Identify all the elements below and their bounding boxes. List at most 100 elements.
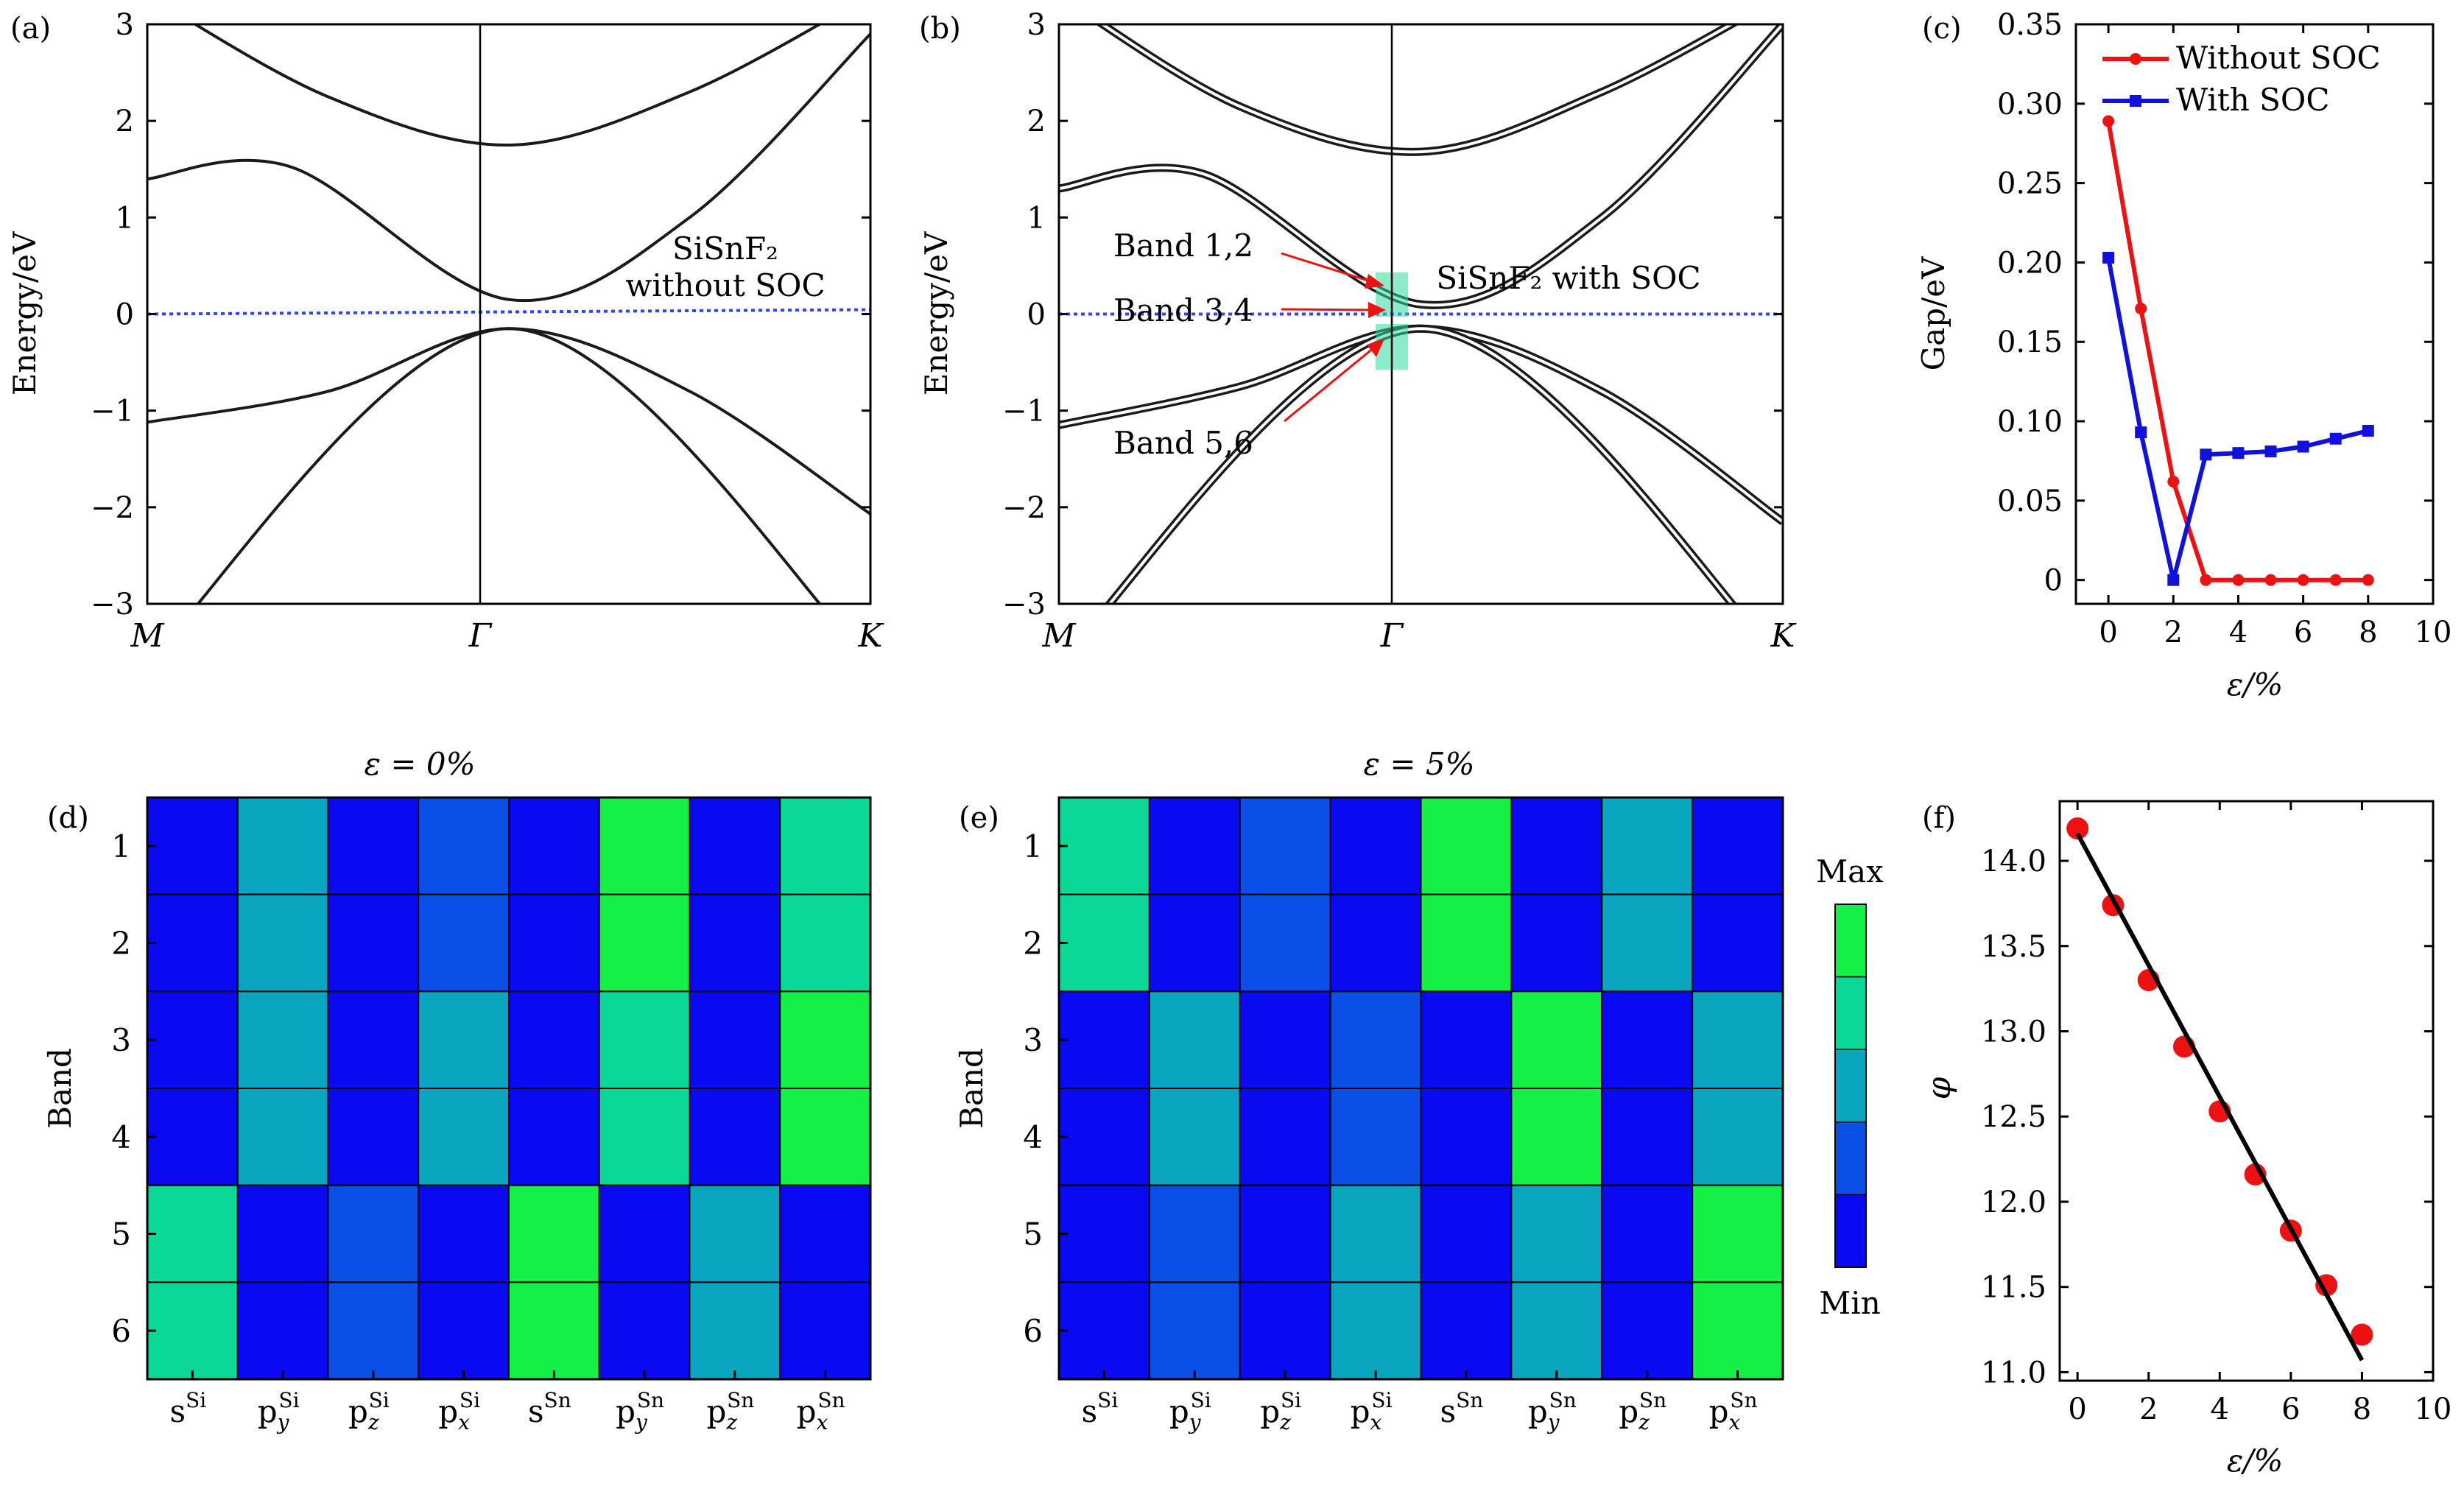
panel-a-label: (a) bbox=[10, 12, 51, 46]
heatmap-cell bbox=[418, 893, 510, 993]
orbital-column-label: pzSi bbox=[348, 1388, 390, 1434]
panel-d-title: ε = 0% bbox=[364, 746, 475, 782]
orbital-column-label: pzSi bbox=[1260, 1388, 1301, 1434]
heatmap-cell bbox=[508, 990, 600, 1090]
orbital-column-label: pzSn bbox=[706, 1388, 754, 1434]
heatmap-cell bbox=[1510, 1184, 1603, 1283]
y-tick-label: 12.5 bbox=[1981, 1100, 2046, 1134]
heatmap-cell bbox=[689, 1088, 781, 1186]
heatmap-cell bbox=[1329, 893, 1422, 993]
callout-arrowhead-3-4 bbox=[1368, 302, 1386, 318]
y-tick-label: 3 bbox=[1027, 8, 1046, 42]
y-tick-label: 0.25 bbox=[1997, 167, 2063, 201]
panel-c-plot-area bbox=[2102, 115, 2374, 586]
data-point-with-soc bbox=[2264, 446, 2277, 458]
panel-b-label: (b) bbox=[919, 12, 961, 46]
heatmap-cell bbox=[1239, 797, 1331, 895]
y-tick-label: 12.0 bbox=[1981, 1186, 2046, 1219]
linear-fit-line bbox=[2075, 832, 2365, 1362]
colorbar-swatch bbox=[1834, 1121, 1867, 1196]
panel-d-heatmap: 1 2 3 4 5 6 sSi pySi pzSi pxSi sSn pySn pzSn pxSn bbox=[111, 796, 872, 1434]
orbital-column-label: pxSn bbox=[1709, 1388, 1758, 1434]
heatmap-cell bbox=[327, 893, 420, 993]
panel-b-ylabel: Energy/eV bbox=[918, 231, 954, 395]
orbital-column-label: sSi bbox=[170, 1388, 207, 1429]
y-tick-label: −2 bbox=[91, 491, 134, 525]
panel-a-k-label-k: K bbox=[858, 617, 884, 655]
band-row-label: 4 bbox=[111, 1119, 131, 1155]
heatmap-cell bbox=[1601, 1281, 1694, 1381]
legend-marker-with-soc bbox=[2130, 95, 2141, 107]
heatmap-cell bbox=[147, 893, 239, 993]
band-row-label: 1 bbox=[111, 828, 131, 865]
x-tick-label: 0 bbox=[2068, 1392, 2086, 1426]
heatmap-cell bbox=[1239, 1088, 1331, 1186]
heatmap-cell bbox=[1239, 1184, 1331, 1283]
heatmap-cell bbox=[327, 1088, 420, 1186]
callout-band-5-6: Band 5,6 bbox=[1113, 425, 1253, 461]
heatmap-cell bbox=[1239, 1281, 1331, 1381]
panel-c-ticks: 0 2 4 6 8 10 0.35 0.30 0.25 0.20 0.15 0.10 0.05 0 bbox=[1997, 8, 2452, 649]
panel-d-ylabel: Band bbox=[42, 1048, 78, 1129]
heatmap-cell bbox=[689, 990, 781, 1090]
data-point-without-soc bbox=[2329, 574, 2342, 586]
heatmap-cell bbox=[147, 797, 239, 895]
heatmap-cell bbox=[236, 1281, 329, 1381]
heatmap-cell bbox=[1601, 893, 1694, 993]
heatmap-cell bbox=[1510, 1088, 1603, 1186]
y-tick-label: −3 bbox=[1002, 588, 1046, 621]
heatmap-cell bbox=[327, 990, 420, 1090]
heatmap-cell bbox=[1510, 990, 1603, 1090]
heatmap-cell bbox=[1148, 990, 1241, 1090]
band-row-label: 4 bbox=[1023, 1119, 1043, 1155]
band-callouts: Band 1,2 Band 3,4 Band 5,6 bbox=[1113, 228, 1386, 461]
y-tick-label: 2 bbox=[1027, 105, 1046, 138]
panel-d-label: (d) bbox=[47, 801, 89, 835]
orbital-column-label: pxSi bbox=[438, 1388, 480, 1434]
heatmap-cell bbox=[598, 1281, 691, 1381]
x-tick-label: 2 bbox=[2164, 616, 2183, 649]
colorbar-swatch bbox=[1834, 1049, 1867, 1123]
heatmap-cell bbox=[508, 1088, 600, 1186]
panel-f-ticks: 0 2 4 6 8 10 14.0 13.5 13.0 12.5 12.0 11.5 11.0 bbox=[1981, 801, 2451, 1426]
heatmap-cell bbox=[1239, 990, 1331, 1090]
panel-a-plot-area bbox=[147, 24, 870, 604]
panel-a-y-ticks: 3 2 1 0 −1 −2 −3 bbox=[91, 8, 870, 621]
band-row-label: 5 bbox=[1023, 1216, 1043, 1253]
heatmap-cell bbox=[689, 1281, 781, 1381]
heatmap-cell bbox=[1692, 1184, 1784, 1283]
heatmap-cell bbox=[598, 1088, 691, 1186]
heatmap-cell bbox=[236, 1184, 329, 1283]
panel-a-frame bbox=[146, 23, 872, 605]
panel-f-xlabel: ε/% bbox=[2227, 1443, 2284, 1479]
heatmap-cell bbox=[1058, 1184, 1150, 1283]
heatmap-cell bbox=[418, 990, 510, 1090]
data-point-without-soc bbox=[2200, 574, 2212, 586]
heatmap-cell bbox=[1510, 893, 1603, 993]
fermi-level-line bbox=[147, 308, 870, 316]
callout-arrow-1-2 bbox=[1281, 252, 1378, 285]
panel-b-k-label-gamma: Γ bbox=[1380, 617, 1404, 655]
panel-e-label: (e) bbox=[959, 801, 999, 835]
y-tick-label: 0.35 bbox=[1997, 8, 2063, 42]
data-point-without-soc bbox=[2102, 115, 2115, 127]
heatmap-cell bbox=[236, 1088, 329, 1186]
heatmap-cell bbox=[689, 893, 781, 993]
panel-b-k-label-m: M bbox=[1041, 617, 1076, 655]
heatmap-cell bbox=[598, 1184, 691, 1283]
y-tick-label: 0 bbox=[2044, 564, 2063, 598]
y-tick-label: 0 bbox=[1027, 298, 1046, 332]
panel-b: (b) 3 2 1 0 −1 −2 −3 Energy/eV M Γ K SiSnF₂ wi… bbox=[918, 8, 1797, 655]
panel-b-plot-area bbox=[1059, 24, 1783, 604]
panel-e-title: ε = 5% bbox=[1363, 746, 1474, 782]
y-tick-label: −1 bbox=[1002, 395, 1046, 429]
heatmap-cell bbox=[1420, 1184, 1513, 1283]
band-curve-4 bbox=[192, 24, 823, 147]
data-point-with-soc bbox=[2362, 424, 2374, 437]
orbital-column-label: sSi bbox=[1082, 1388, 1119, 1429]
orbital-column-label: sSn bbox=[1440, 1388, 1484, 1429]
data-point-with-soc bbox=[2102, 251, 2115, 264]
x-tick-label: 4 bbox=[2211, 1392, 2229, 1426]
x-tick-label: 8 bbox=[2359, 616, 2377, 649]
